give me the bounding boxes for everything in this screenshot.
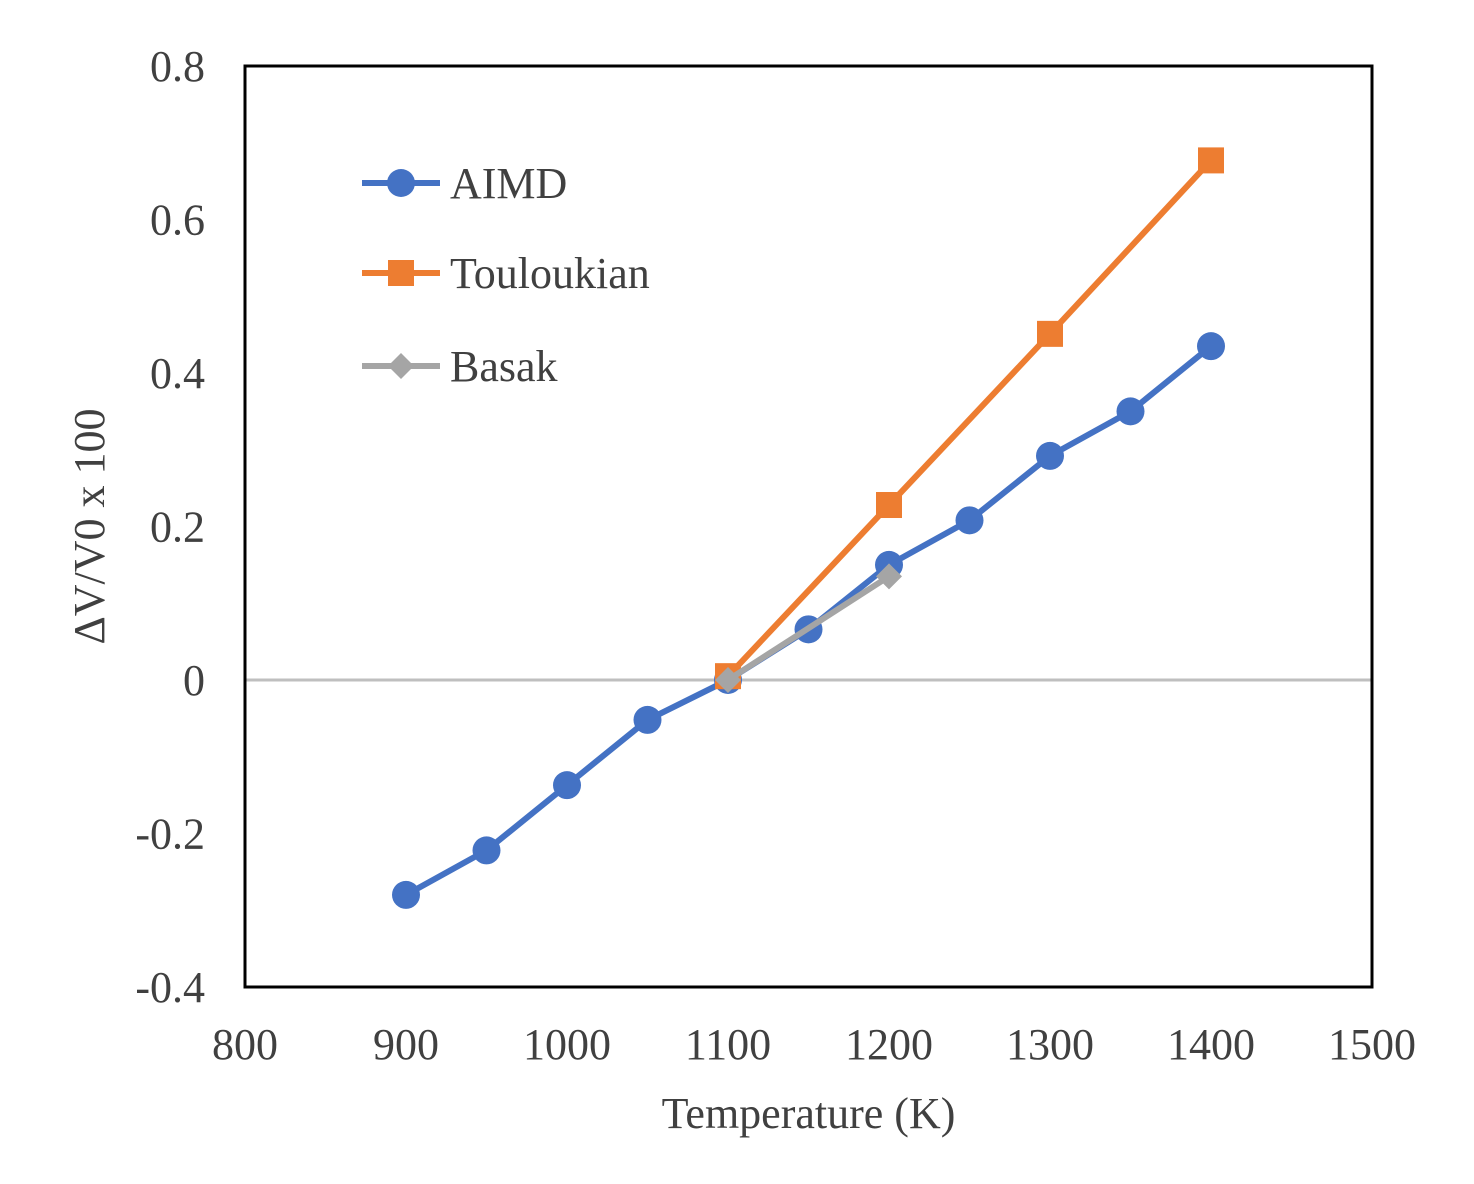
plot-area-frame bbox=[243, 64, 1374, 989]
data-point-aimd bbox=[1036, 441, 1064, 470]
data-point-touloukian bbox=[876, 492, 902, 519]
legend-label-basak: Basak bbox=[450, 342, 558, 391]
x-tick-label: 1500 bbox=[1328, 1020, 1416, 1069]
data-point-basak bbox=[876, 563, 902, 590]
x-tick-label: 1400 bbox=[1167, 1020, 1255, 1069]
data-point-aimd bbox=[553, 771, 581, 800]
y-tick-label: 0 bbox=[183, 656, 205, 705]
series-line-basak bbox=[726, 573, 891, 683]
y-tick-label: -0.4 bbox=[135, 963, 205, 1012]
x-tick-label: 1300 bbox=[1006, 1020, 1094, 1069]
legend-label-touloukian: Touloukian bbox=[450, 249, 650, 298]
data-point-aimd bbox=[1197, 332, 1225, 361]
data-point-aimd bbox=[955, 506, 984, 535]
x-tick-label: 1200 bbox=[845, 1020, 933, 1069]
data-point-aimd bbox=[633, 705, 662, 734]
data-point-aimd bbox=[1116, 397, 1145, 426]
legend-item-aimd: AIMD bbox=[362, 159, 567, 208]
legend-item-touloukian: Touloukian bbox=[362, 249, 650, 298]
legend-marker-basak bbox=[388, 353, 414, 379]
data-point-aimd bbox=[472, 836, 501, 865]
y-tick-label: 0.4 bbox=[150, 349, 205, 398]
legend-label-aimd: AIMD bbox=[450, 159, 567, 208]
data-point-touloukian bbox=[1198, 147, 1224, 174]
legend-marker-aimd bbox=[387, 169, 415, 197]
legend-marker-touloukian bbox=[388, 260, 414, 286]
y-tick-label: 0.2 bbox=[150, 503, 205, 552]
data-point-touloukian bbox=[1037, 320, 1063, 347]
data-point-basak bbox=[715, 667, 741, 693]
y-axis-title: ΔV/V0 x 100 bbox=[65, 408, 114, 644]
series-touloukian bbox=[715, 147, 1224, 690]
x-tick-label: 900 bbox=[373, 1020, 439, 1069]
x-tick-label: 1000 bbox=[523, 1020, 611, 1069]
x-tick-label: 1100 bbox=[685, 1020, 771, 1069]
series-line-touloukian bbox=[725, 158, 1214, 679]
x-tick-label: 800 bbox=[212, 1020, 278, 1069]
data-point-aimd bbox=[392, 880, 420, 909]
series-aimd bbox=[392, 332, 1225, 909]
x-axis-title: Temperature (K) bbox=[662, 1089, 956, 1138]
legend-item-basak: Basak bbox=[362, 342, 558, 391]
series-basak bbox=[715, 563, 902, 693]
y-tick-label: -0.2 bbox=[135, 810, 205, 859]
y-tick-label: 0.8 bbox=[150, 42, 205, 91]
y-tick-label: 0.6 bbox=[150, 196, 205, 245]
